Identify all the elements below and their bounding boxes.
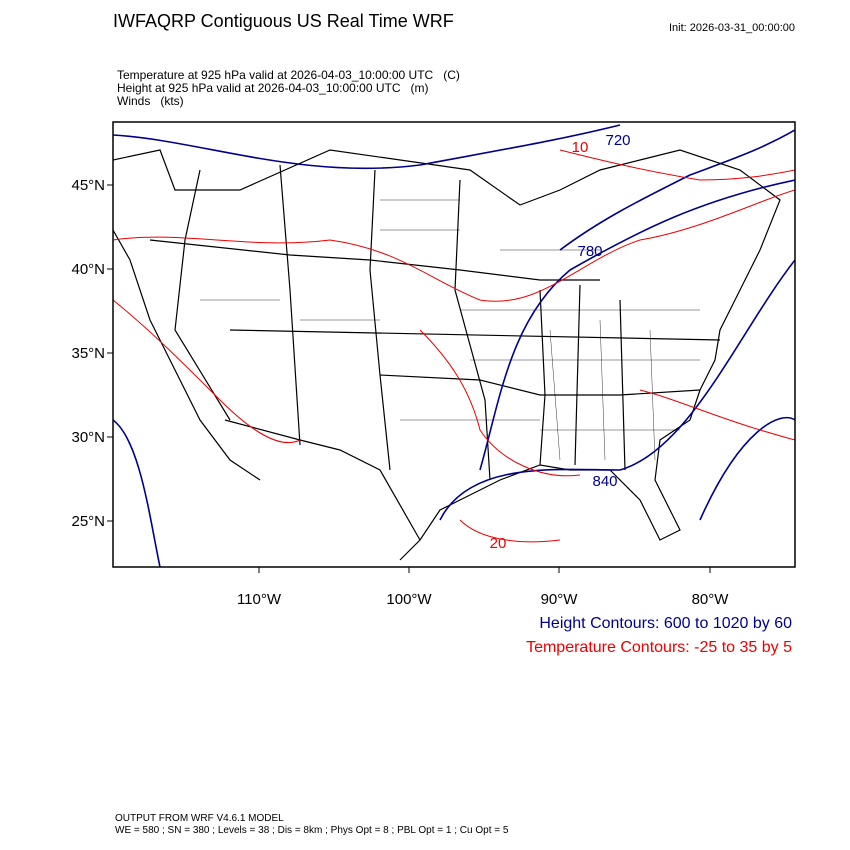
temperature-legend: Temperature Contours: -25 to 35 by 5 [526, 639, 792, 656]
field-label: Height at 925 hPa valid at 2026-04-03_10… [117, 81, 429, 95]
temperature-contour [113, 189, 795, 302]
temperature-contour [459, 519, 561, 543]
county-line [200, 199, 700, 461]
state-line [149, 239, 600, 281]
lon-label: 100°W [386, 591, 432, 608]
coastline [113, 149, 781, 561]
lat-label: 35°N [71, 345, 105, 362]
height-contour [113, 124, 621, 170]
lat-label: 45°N [71, 177, 105, 194]
contour-label: 720 [605, 132, 630, 149]
height-contour [699, 416, 795, 521]
footer: WE = 580 ; SN = 380 ; Levels = 38 ; Dis … [115, 825, 509, 836]
lat-label: 30°N [71, 429, 105, 446]
map-frame [112, 121, 796, 568]
height-contour [479, 179, 795, 471]
state-line [279, 164, 301, 446]
field-label: Winds (kts) [117, 94, 184, 108]
contour-label: 840 [592, 473, 617, 490]
state-line [369, 169, 391, 471]
coastline [113, 229, 261, 481]
lon-label: 90°W [541, 591, 579, 608]
map: 720 10 780 840 20 45°N 40°N 35°N 30°N 25… [71, 121, 796, 608]
height-contour [113, 419, 161, 567]
height-contour [439, 259, 795, 521]
title: IWFAQRP Contiguous US Real Time WRF [113, 11, 454, 31]
temperature-contour [419, 329, 581, 477]
lat-label: 40°N [71, 261, 105, 278]
contour-label: 10 [572, 139, 589, 156]
state-line [174, 169, 231, 421]
state-line [539, 284, 626, 471]
contour-label: 780 [577, 243, 602, 260]
state-line [229, 329, 721, 341]
temperature-contour [559, 149, 795, 181]
state-line [379, 374, 701, 396]
field-label: Temperature at 925 hPa valid at 2026-04-… [117, 68, 460, 82]
lon-label: 110°W [237, 591, 282, 608]
temperature-contour [639, 389, 795, 441]
temperature-contour [113, 299, 301, 444]
tick [107, 184, 711, 573]
init-time: Init: 2026-03-31_00:00:00 [669, 22, 795, 34]
height-contour [559, 129, 795, 251]
footer: OUTPUT FROM WRF V4.6.1 MODEL [115, 813, 284, 824]
lat-label: 25°N [71, 513, 105, 530]
contour-label: 20 [490, 535, 507, 552]
height-legend: Height Contours: 600 to 1020 by 60 [539, 615, 792, 632]
lon-label: 80°W [692, 591, 730, 608]
border [224, 419, 421, 541]
